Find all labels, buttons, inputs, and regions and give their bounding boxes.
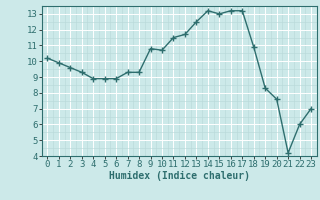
X-axis label: Humidex (Indice chaleur): Humidex (Indice chaleur) (109, 171, 250, 181)
